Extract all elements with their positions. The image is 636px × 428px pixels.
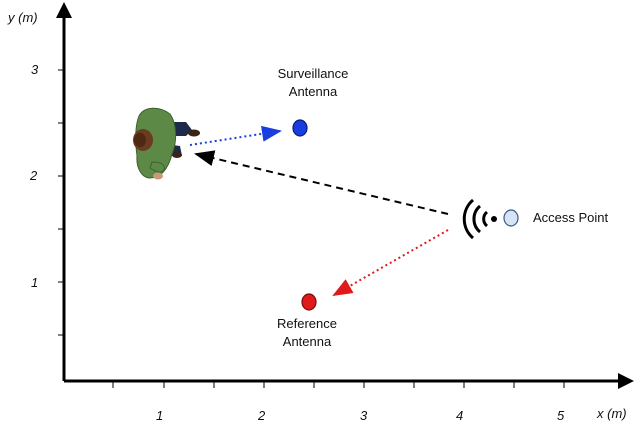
reference-antenna-node	[301, 293, 317, 311]
x-tick-label: 5	[557, 408, 565, 423]
reference-antenna-label-line2: Antenna	[283, 334, 332, 349]
y-axis-label: y (m)	[7, 10, 38, 25]
y-axis	[56, 2, 72, 381]
wifi-signal-icon	[462, 198, 497, 240]
y-axis-arrowhead	[56, 2, 72, 18]
x-tick-label: 2	[257, 408, 266, 423]
access-point-node	[503, 209, 519, 227]
y-tick-label: 1	[31, 275, 38, 290]
arrow-person-to-surveillance	[189, 125, 282, 146]
person-icon	[133, 107, 200, 180]
x-axis-arrowhead	[618, 373, 634, 389]
y-tick-label: 2	[29, 168, 38, 183]
x-tick-label: 3	[360, 408, 368, 423]
access-point-label: Access Point	[533, 210, 609, 225]
x-axis	[64, 373, 634, 389]
x-axis-label: x (m)	[596, 406, 627, 421]
surveillance-antenna-node	[292, 119, 308, 137]
y-tick-label: 3	[31, 62, 39, 77]
arrow-ap-to-reference	[332, 229, 449, 296]
arrow-ap-to-person	[194, 150, 449, 215]
x-tick-label: 4	[456, 408, 463, 423]
x-tick-label: 1	[156, 408, 163, 423]
surveillance-antenna-label-line2: Antenna	[289, 84, 338, 99]
reference-antenna-label-line1: Reference	[277, 316, 337, 331]
surveillance-antenna-label-line1: Surveillance	[278, 66, 349, 81]
